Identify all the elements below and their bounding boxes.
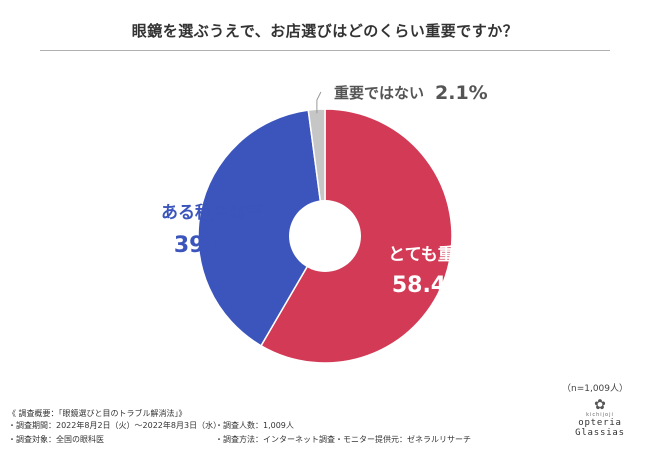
slice-label-1: とても重要 xyxy=(388,244,472,265)
logo-brand-name: opteria Glassias xyxy=(575,418,625,438)
survey-heading: 《 調査概要：「眼鏡選びと目のトラブル解消法」》 xyxy=(8,409,187,418)
title-divider xyxy=(40,50,610,51)
page-title: 眼鏡を選ぶうえで、お店選びはどのくらい重要ですか？ xyxy=(131,22,519,40)
pie-slice-2 xyxy=(197,109,326,347)
brand-logo: ✿ kichijoji opteria Glassias xyxy=(560,398,640,438)
survey-target: ・調査対象：全国の眼科医 xyxy=(8,435,104,444)
slice-value-1: 58.4% xyxy=(392,273,468,298)
donut-hole xyxy=(289,200,361,272)
slice-label-3: 重要ではない xyxy=(334,84,424,102)
survey-provider: ・モニター提供元：ゼネラルリサーチ xyxy=(335,435,471,444)
slice-value-3: 2.1% xyxy=(435,82,488,104)
logo-subtext: kichijoji xyxy=(586,412,614,418)
slice-label-2: ある程度重要 xyxy=(161,202,263,223)
slice-value-2: 39.5% xyxy=(174,233,250,258)
flower-emblem-icon: ✿ xyxy=(594,397,606,413)
survey-period: ・調査期間：2022年8月2日（火）〜2022年8月3日（水） xyxy=(8,421,222,430)
leader-line xyxy=(316,91,322,114)
survey-method: ・調査方法：インターネット調査 xyxy=(215,435,335,444)
survey-respondents: ・調査人数：1,009人 xyxy=(215,421,294,430)
sample-size-note: （n=1,009人） xyxy=(561,384,628,394)
survey-overview: 《 調査概要：「眼鏡選びと目のトラブル解消法」》 xyxy=(8,407,187,420)
